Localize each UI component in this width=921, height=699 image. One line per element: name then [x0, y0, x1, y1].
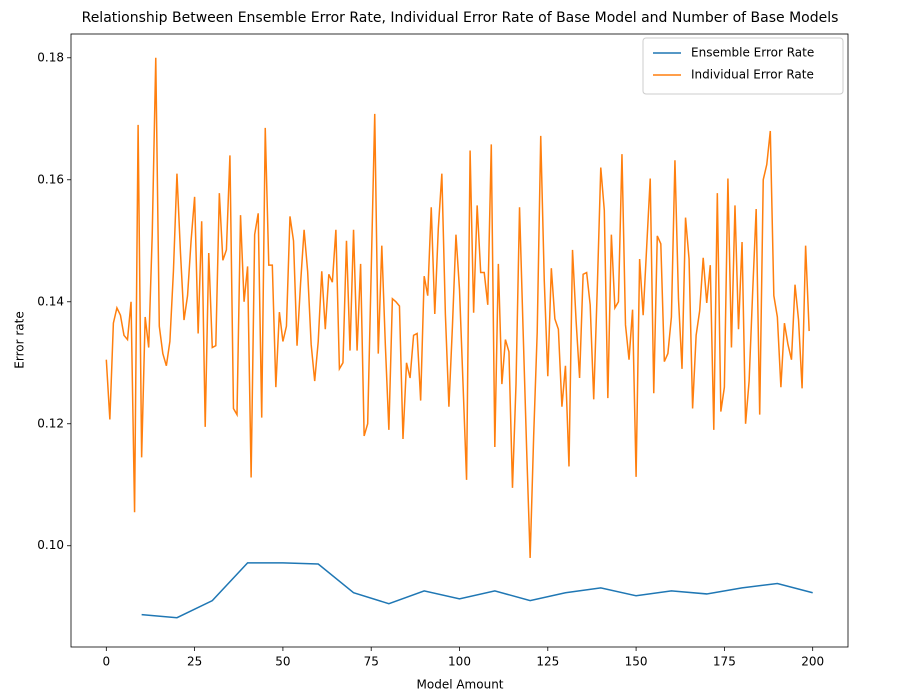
y-tick-label: 0.16 — [37, 172, 64, 186]
y-tick-label: 0.14 — [37, 294, 64, 308]
legend-label: Individual Error Rate — [691, 68, 814, 82]
x-tick-label: 0 — [102, 655, 110, 669]
x-tick-label: 75 — [364, 655, 379, 669]
y-tick-label: 0.10 — [37, 538, 64, 552]
x-axis-label: Model Amount — [417, 678, 504, 692]
y-tick-label: 0.12 — [37, 416, 64, 430]
legend-box — [642, 37, 844, 95]
x-tick-label: 125 — [536, 655, 559, 669]
x-tick-label: 100 — [448, 655, 471, 669]
y-axis-label: Error rate — [13, 311, 27, 368]
x-tick-label: 150 — [625, 655, 648, 669]
legend-label: Ensemble Error Rate — [691, 46, 814, 60]
x-tick-label: 175 — [713, 655, 736, 669]
x-tick-label: 50 — [275, 655, 290, 669]
y-tick-label: 0.18 — [37, 50, 64, 64]
line-series — [105, 57, 810, 558]
x-tick-label: 25 — [187, 655, 202, 669]
line-series — [141, 562, 813, 619]
x-tick-label: 200 — [801, 655, 824, 669]
chart-title: Relationship Between Ensemble Error Rate… — [82, 10, 839, 26]
